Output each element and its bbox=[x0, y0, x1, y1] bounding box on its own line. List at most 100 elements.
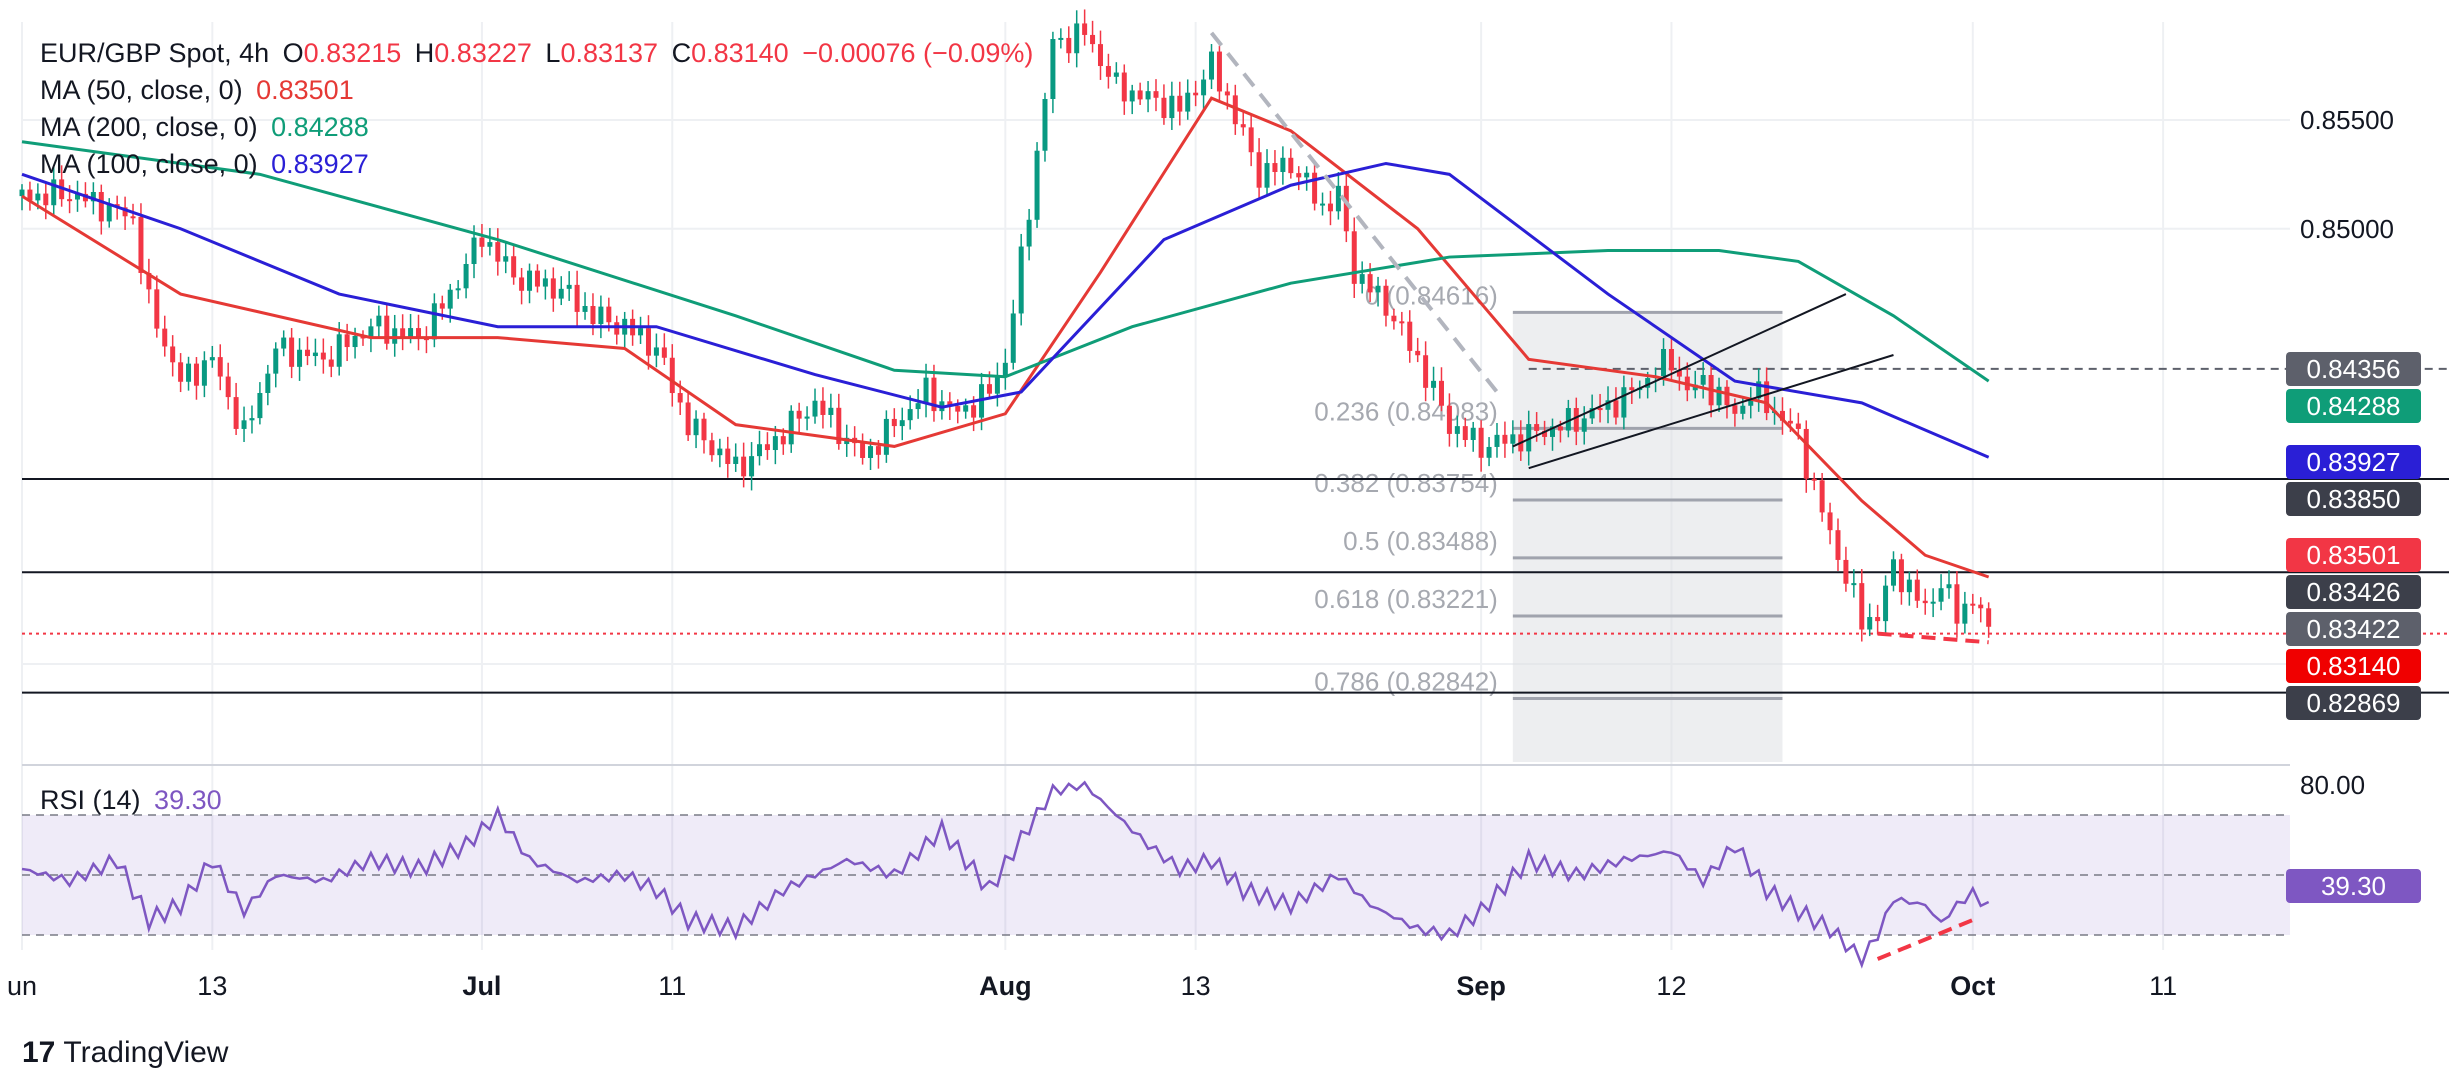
candle-body bbox=[1898, 559, 1904, 593]
candle-body bbox=[201, 360, 207, 386]
time-tick-label: Sep bbox=[1456, 971, 1506, 1001]
candle-body bbox=[1034, 150, 1040, 220]
candle-body bbox=[463, 264, 469, 289]
time-tick-label: un bbox=[7, 971, 37, 1001]
candle-body bbox=[146, 272, 152, 290]
candle-body bbox=[1002, 362, 1008, 377]
candle-body bbox=[1629, 387, 1635, 391]
candle-body bbox=[1256, 152, 1262, 188]
candle-body bbox=[1280, 157, 1286, 173]
candle-body bbox=[582, 306, 588, 312]
candle-body bbox=[447, 289, 453, 309]
candle-body bbox=[1359, 274, 1365, 284]
candle-body bbox=[534, 270, 540, 287]
candle-body bbox=[1288, 157, 1294, 174]
candle-body bbox=[1272, 163, 1278, 173]
fib-level-label: 0.786 (0.82842) bbox=[1314, 666, 1498, 696]
candle-body bbox=[431, 303, 437, 340]
candle-body bbox=[1581, 418, 1587, 432]
candle-body bbox=[1906, 579, 1912, 593]
candle-body bbox=[574, 284, 580, 312]
candle-body bbox=[1343, 185, 1349, 232]
rsi-divergence-line bbox=[1876, 918, 1974, 961]
candle-body bbox=[1367, 274, 1373, 293]
rsi-value: 39.30 bbox=[154, 785, 222, 815]
candle-body bbox=[614, 322, 620, 335]
candle-body bbox=[986, 384, 992, 394]
fib-level-label: 0.618 (0.83221) bbox=[1314, 584, 1498, 614]
candle-body bbox=[653, 347, 659, 356]
candle-body bbox=[1819, 480, 1825, 513]
candle-body bbox=[971, 405, 977, 418]
ma100-legend[interactable]: MA (100, close, 0) 0.83927 bbox=[40, 149, 375, 180]
price-tag: 0.83422 bbox=[2286, 612, 2421, 647]
tradingview-logo[interactable]: 17 TradingView bbox=[22, 1036, 228, 1070]
candle-body bbox=[1097, 44, 1103, 67]
candle-body bbox=[503, 256, 509, 262]
candle-body bbox=[1066, 37, 1072, 54]
candle-body bbox=[542, 278, 548, 287]
time-tick-label: 11 bbox=[2149, 971, 2177, 1001]
candle-body bbox=[1756, 381, 1762, 399]
candle-body bbox=[1597, 408, 1603, 411]
candle-body bbox=[1042, 98, 1048, 151]
symbol-ohlc-legend: EUR/GBP Spot, 4h O0.83215 H0.83227 L0.83… bbox=[40, 38, 1039, 69]
candle-body bbox=[1391, 315, 1397, 322]
candle-body bbox=[209, 357, 215, 361]
candle-body bbox=[1161, 97, 1167, 119]
candle-body bbox=[439, 303, 445, 309]
candle-body bbox=[1494, 434, 1500, 447]
candle-body bbox=[35, 193, 41, 201]
candle-body bbox=[812, 400, 818, 417]
price-tag: 0.84288 bbox=[2286, 388, 2421, 423]
candle-body bbox=[328, 359, 334, 367]
candle-body bbox=[1795, 423, 1801, 429]
price-tag: 0.83426 bbox=[2286, 575, 2421, 610]
candle-body bbox=[1962, 603, 1968, 624]
rsi-line bbox=[21, 780, 1990, 969]
candle-body bbox=[1335, 185, 1341, 212]
candle-body bbox=[1946, 584, 1952, 589]
price-tag: 0.83501 bbox=[2286, 538, 2421, 573]
candle-body bbox=[1613, 400, 1619, 418]
candle-body bbox=[1232, 95, 1238, 125]
candle-body bbox=[1605, 400, 1611, 410]
candle-body bbox=[1486, 446, 1492, 458]
trend-line bbox=[1877, 631, 1989, 645]
candle-body bbox=[233, 397, 239, 429]
candle-body bbox=[1105, 66, 1111, 77]
candle-body bbox=[479, 237, 485, 247]
candle-body bbox=[1026, 219, 1032, 247]
candle-body bbox=[772, 436, 778, 451]
ma50-legend[interactable]: MA (50, close, 0) 0.83501 bbox=[40, 75, 360, 106]
candle-body bbox=[733, 456, 739, 464]
candle-body bbox=[162, 328, 168, 347]
candle-body bbox=[1240, 124, 1246, 128]
price-tag: 0.83850 bbox=[2286, 482, 2421, 517]
candle-body bbox=[1018, 246, 1024, 314]
candle-body bbox=[1169, 95, 1175, 119]
candle-body bbox=[384, 315, 390, 344]
candle-body bbox=[1589, 408, 1595, 419]
rsi-legend[interactable]: RSI (14) 39.30 bbox=[40, 785, 228, 816]
candle-body bbox=[257, 392, 263, 419]
fib-level-label: 0.5 (0.83488) bbox=[1343, 526, 1498, 556]
candle-body bbox=[558, 288, 564, 299]
candle-body bbox=[138, 216, 144, 273]
candle-body bbox=[1954, 584, 1960, 624]
candle-body bbox=[90, 192, 96, 202]
candle-body bbox=[1216, 51, 1222, 92]
candle-body bbox=[1304, 172, 1310, 178]
time-tick-label: Aug bbox=[979, 971, 1031, 1001]
ma200-legend[interactable]: MA (200, close, 0) 0.84288 bbox=[40, 112, 375, 143]
rsi-label: RSI (14) bbox=[40, 785, 141, 815]
candle-body bbox=[1153, 91, 1159, 98]
candle-body bbox=[1312, 172, 1318, 204]
candle-body bbox=[273, 348, 279, 374]
candle-body bbox=[1090, 34, 1096, 45]
candle-body bbox=[1145, 91, 1151, 100]
candle-body bbox=[1787, 420, 1793, 424]
candle-body bbox=[495, 242, 501, 262]
candle-body bbox=[883, 418, 889, 455]
